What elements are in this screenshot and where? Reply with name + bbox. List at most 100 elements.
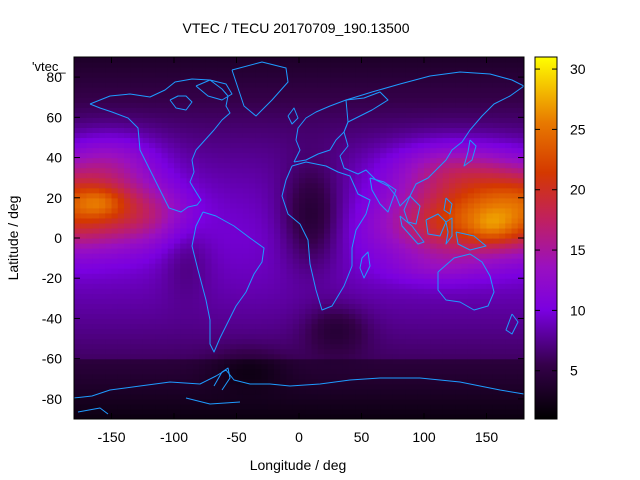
heatmap-cell: [374, 338, 381, 345]
heatmap-cell: [374, 358, 381, 365]
heatmap-cell: [367, 77, 375, 83]
heatmap-cell: [380, 162, 388, 169]
heatmap-cell: [161, 408, 169, 415]
heatmap-cell: [449, 288, 456, 294]
heatmap-cell: [242, 187, 250, 194]
heatmap-cell: [142, 142, 150, 149]
heatmap-cell: [292, 388, 300, 395]
heatmap-cell: [161, 187, 169, 194]
heatmap-cell: [499, 353, 506, 360]
heatmap-cell: [205, 408, 213, 415]
heatmap-cell: [330, 368, 338, 375]
heatmap-cell: [249, 202, 256, 209]
heatmap-cell: [174, 358, 181, 365]
heatmap-cell: [392, 293, 400, 299]
heatmap-cell: [230, 283, 238, 289]
heatmap-cell: [236, 318, 244, 325]
heatmap-cell: [399, 162, 406, 169]
heatmap-cell: [261, 142, 269, 149]
heatmap-cell: [355, 182, 363, 189]
heatmap-cell: [199, 273, 206, 279]
heatmap-cell: [405, 353, 413, 360]
heatmap-cell: [161, 393, 169, 400]
heatmap-cell: [267, 157, 275, 164]
heatmap-cell: [186, 318, 194, 325]
heatmap-cell: [236, 212, 244, 219]
heatmap-cell: [492, 263, 500, 269]
heatmap-cell: [280, 77, 288, 83]
heatmap-cell: [399, 298, 406, 304]
heatmap-cell: [461, 197, 469, 204]
heatmap-cell: [361, 232, 369, 239]
heatmap-cell: [442, 202, 450, 209]
heatmap-cell: [305, 182, 313, 189]
heatmap-cell: [492, 368, 500, 375]
heatmap-cell: [442, 72, 450, 78]
heatmap-cell: [117, 293, 125, 299]
heatmap-cell: [467, 318, 475, 325]
heatmap-cell: [367, 137, 375, 144]
heatmap-cell: [449, 333, 456, 340]
heatmap-cell: [180, 227, 188, 234]
heatmap-cell: [292, 408, 300, 415]
heatmap-cell: [342, 232, 350, 239]
heatmap-cell: [355, 388, 363, 395]
heatmap-cell: [261, 122, 269, 128]
heatmap-cell: [249, 87, 256, 93]
heatmap-cell: [86, 378, 94, 385]
heatmap-cell: [105, 408, 113, 415]
heatmap-cell: [155, 137, 163, 144]
heatmap-cell: [180, 238, 188, 244]
heatmap-cell: [217, 122, 225, 128]
heatmap-cell: [330, 308, 338, 315]
heatmap-cell: [167, 112, 175, 118]
heatmap-cell: [324, 308, 331, 315]
heatmap-cell: [367, 328, 375, 335]
heatmap-cell: [124, 102, 131, 108]
heatmap-cell: [167, 162, 175, 169]
heatmap-cell: [449, 122, 456, 128]
heatmap-cell: [80, 288, 88, 294]
heatmap-cell: [392, 303, 400, 309]
heatmap-cell: [449, 127, 456, 134]
heatmap-cell: [117, 403, 125, 410]
heatmap-cell: [292, 222, 300, 229]
heatmap-cell: [274, 177, 281, 184]
heatmap-cell: [311, 238, 319, 244]
heatmap-cell: [442, 187, 450, 194]
heatmap-cell: [342, 398, 350, 405]
heatmap-cell: [224, 172, 231, 179]
heatmap-cell: [411, 192, 419, 199]
heatmap-cell: [99, 383, 106, 390]
heatmap-cell: [161, 57, 169, 63]
heatmap-cell: [292, 187, 300, 194]
heatmap-cell: [411, 112, 419, 118]
heatmap-cell: [174, 293, 181, 299]
heatmap-cell: [405, 172, 413, 179]
heatmap-cell: [186, 253, 194, 259]
heatmap-cell: [255, 403, 263, 410]
heatmap-cell: [236, 248, 244, 254]
heatmap-cell: [361, 82, 369, 88]
heatmap-cell: [380, 268, 388, 274]
heatmap-cell: [499, 373, 506, 380]
heatmap-cell: [192, 67, 200, 73]
heatmap-cell: [280, 147, 288, 154]
heatmap-cell: [149, 363, 156, 370]
heatmap-cell: [105, 202, 113, 209]
heatmap-cell: [167, 62, 175, 68]
heatmap-cell: [167, 92, 175, 98]
heatmap-cell: [349, 318, 356, 325]
heatmap-cell: [342, 87, 350, 93]
heatmap-cell: [499, 167, 506, 174]
heatmap-cell: [330, 92, 338, 98]
heatmap-cell: [436, 363, 444, 370]
heatmap-cell: [249, 207, 256, 214]
heatmap-cell: [136, 177, 144, 184]
heatmap-cell: [417, 197, 425, 204]
heatmap-cell: [311, 197, 319, 204]
heatmap-cell: [492, 197, 500, 204]
heatmap-cell: [224, 338, 231, 345]
heatmap-cell: [142, 207, 150, 214]
heatmap-cell: [305, 358, 313, 365]
